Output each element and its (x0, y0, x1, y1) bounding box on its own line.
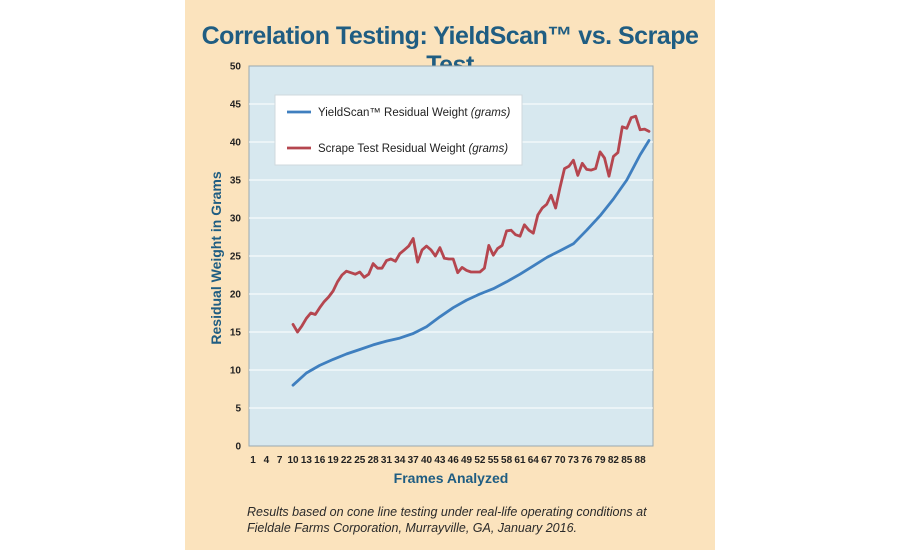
x-tick-label: 64 (528, 455, 540, 466)
x-tick-label: 85 (621, 455, 633, 466)
x-tick-label: 1 (250, 455, 256, 466)
x-tick-label: 34 (394, 455, 406, 466)
x-tick-label: 13 (301, 455, 313, 466)
series-line-1 (291, 139, 651, 387)
y-tick-label: 35 (230, 176, 242, 187)
legend-entry: Scrape Test Residual Weight (grams) (318, 143, 508, 155)
x-tick-label: 4 (264, 455, 270, 466)
x-tick-label: 46 (448, 455, 460, 466)
footnote: Results based on cone line testing under… (247, 504, 707, 536)
x-tick-label: 79 (594, 455, 606, 466)
x-tick-label: 10 (287, 455, 299, 466)
x-tick-label: 52 (474, 455, 486, 466)
x-tick-label: 43 (434, 455, 446, 466)
x-tick-label: 88 (635, 455, 647, 466)
legend-entry: YieldScan™ Residual Weight (grams) (318, 107, 511, 119)
x-tick-label: 22 (341, 455, 353, 466)
footnote-line-1: Results based on cone line testing under… (247, 505, 647, 519)
x-tick-label: 67 (541, 455, 553, 466)
y-tick-label: 5 (235, 404, 241, 415)
y-tick-label: 30 (230, 214, 242, 225)
x-tick-label: 25 (354, 455, 366, 466)
y-tick-label: 0 (235, 442, 241, 453)
y-tick-label: 40 (230, 138, 242, 149)
x-axis-label: Frames Analyzed (393, 470, 509, 486)
x-tick-label: 49 (461, 455, 473, 466)
x-tick-label: 70 (554, 455, 566, 466)
x-tick-label: 82 (608, 455, 620, 466)
y-tick-label: 15 (230, 328, 242, 339)
x-tick-label: 28 (368, 455, 380, 466)
series-line-2 (291, 114, 651, 334)
x-tick-label: 61 (514, 455, 526, 466)
x-tick-label: 19 (328, 455, 340, 466)
x-tick-label: 58 (501, 455, 513, 466)
chart-title: Correlation Testing: YieldScan™ vs. Scra… (201, 22, 699, 79)
legend-box (274, 94, 523, 166)
x-tick-label: 16 (314, 455, 326, 466)
x-tick-label: 40 (421, 455, 433, 466)
y-tick-label: 50 (230, 62, 242, 73)
x-tick-label: 55 (488, 455, 500, 466)
y-tick-label: 25 (230, 252, 242, 263)
x-tick-label: 31 (381, 455, 393, 466)
x-tick-label: 7 (277, 455, 283, 466)
y-tick-label: 10 (230, 366, 242, 377)
x-tick-label: 76 (581, 455, 593, 466)
y-tick-label: 45 (230, 100, 242, 111)
y-tick-label: 20 (230, 290, 242, 301)
x-tick-label: 37 (408, 455, 420, 466)
x-tick-label: 73 (568, 455, 580, 466)
y-axis-label: Residual Weight in Grams (208, 171, 224, 345)
footnote-line-2: Fieldale Farms Corporation, Murrayville,… (247, 521, 577, 535)
